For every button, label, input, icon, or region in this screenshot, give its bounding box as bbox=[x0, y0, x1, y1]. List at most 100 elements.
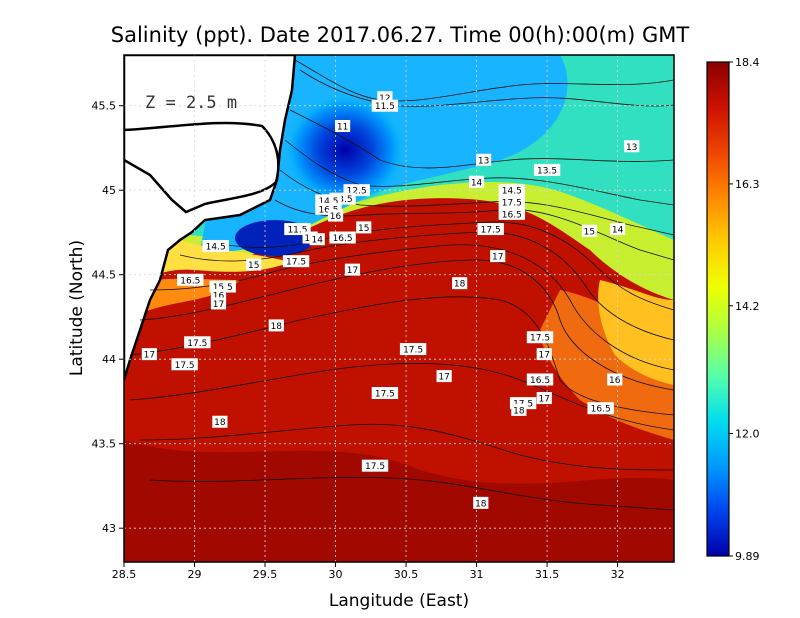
contour-label-text: 18 bbox=[214, 418, 226, 428]
contour-label-bg bbox=[334, 119, 351, 132]
contour-label: 17.5 bbox=[399, 343, 427, 356]
contour-label-text: 11 bbox=[337, 122, 348, 132]
grid-lines bbox=[124, 55, 674, 562]
contour-label: 17.5 bbox=[371, 387, 399, 400]
contour-label-text: 11.5 bbox=[375, 102, 395, 112]
y-tick-label: 44 bbox=[102, 353, 116, 366]
contour-label: 15 bbox=[581, 224, 597, 237]
contour-label: 17 bbox=[490, 250, 506, 263]
contour-label-bg bbox=[309, 233, 325, 246]
contour-label-text: 12 bbox=[379, 94, 390, 104]
contour-label-bg bbox=[581, 224, 597, 237]
contour-label: 17.5 bbox=[184, 336, 211, 349]
contour-label: 17 bbox=[436, 370, 452, 383]
contour-label: 17 bbox=[536, 392, 552, 405]
contour-label-text: 17.5 bbox=[365, 462, 385, 472]
contour-label: 18 bbox=[473, 496, 489, 509]
contour-label: 18 bbox=[452, 277, 468, 290]
contour-label-text: 18 bbox=[475, 499, 487, 509]
contour-label-text: 15 bbox=[358, 224, 369, 234]
contour-label: 16.5 bbox=[587, 402, 614, 415]
contour-label: 17.5 bbox=[361, 459, 389, 472]
contour-label-text: 17 bbox=[438, 373, 449, 383]
x-tick-label: 28.5 bbox=[112, 568, 137, 581]
plot-frame bbox=[123, 54, 675, 563]
plot-area: 1211.5111313.5131412.513.514.516.51614.5… bbox=[124, 55, 674, 562]
contour-label-bg bbox=[141, 348, 157, 361]
contour-label-bg bbox=[202, 239, 229, 252]
contour-label-bg bbox=[587, 402, 614, 415]
contour-label: 16 bbox=[607, 373, 623, 386]
contour-label-text: 17 bbox=[539, 351, 550, 361]
contour-label-text: 14 bbox=[311, 236, 323, 246]
contour-label: 17.5 bbox=[171, 358, 198, 371]
contour-label-bg bbox=[212, 415, 228, 428]
contour-label: 14.5 bbox=[202, 239, 229, 252]
contour-label-bg bbox=[498, 196, 526, 209]
contour-label: 17.5 bbox=[477, 223, 504, 236]
contour-label-text: 12.5 bbox=[347, 187, 367, 197]
y-axis-ticks: 43 43.5 44 44.5 45 45.5 bbox=[92, 100, 124, 535]
contour-label: 14 bbox=[468, 175, 485, 188]
contour-label: 14 bbox=[609, 223, 626, 236]
contour-label-bg bbox=[246, 258, 262, 271]
contour-label-bg bbox=[468, 175, 485, 188]
contour-label-text: 17.5 bbox=[187, 339, 207, 349]
contour-label: 11.5 bbox=[371, 99, 399, 112]
contour-label-text: 13.5 bbox=[537, 166, 557, 176]
contour-label-text: 17.5 bbox=[502, 199, 522, 209]
y-tick-label: 43.5 bbox=[92, 438, 117, 451]
contour-label-bg bbox=[399, 343, 427, 356]
contour-label-text: 13 bbox=[626, 143, 637, 153]
contour-label: 13 bbox=[476, 153, 492, 166]
y-axis-label: Latitude (North) bbox=[67, 240, 87, 376]
contour-label: 15 bbox=[246, 258, 262, 271]
contour-label-text: 17.5 bbox=[175, 361, 195, 371]
contour-label-text: 17 bbox=[492, 253, 503, 263]
contour-label-text: 16.5 bbox=[530, 376, 550, 386]
y-tick-label: 45.5 bbox=[92, 100, 117, 113]
contour-label-text: 14 bbox=[471, 178, 483, 188]
contour-label: 18 bbox=[212, 415, 228, 428]
x-tick-label: 31.5 bbox=[535, 568, 560, 581]
contour-label-text: 17.5 bbox=[375, 390, 395, 400]
contour-label-text: 17 bbox=[144, 351, 155, 361]
contour-label-bg bbox=[282, 255, 310, 268]
x-tick-label: 29 bbox=[188, 568, 202, 581]
contour-label-text: 17 bbox=[347, 266, 358, 276]
contour-label-bg bbox=[536, 392, 552, 405]
contour-label-text: 16 bbox=[330, 212, 342, 222]
contour-label: 17.5 bbox=[498, 196, 526, 209]
contour-label: 17.5 bbox=[526, 331, 554, 344]
contour-label: 17 bbox=[536, 348, 552, 361]
contour-label-text: 13 bbox=[478, 156, 489, 166]
contour-label: 13.5 bbox=[533, 163, 561, 176]
contour-label-text: 16.5 bbox=[180, 276, 200, 286]
contour-label-text: 16.5 bbox=[502, 210, 522, 220]
contour-label-bg bbox=[361, 459, 389, 472]
contour-label-bg bbox=[356, 221, 372, 234]
y-tick-label: 43 bbox=[102, 522, 116, 535]
contour-label-bg bbox=[171, 358, 198, 371]
x-tick-label: 32 bbox=[611, 568, 625, 581]
contour-label-text: 14.5 bbox=[318, 197, 338, 207]
contour-label-bg bbox=[477, 223, 504, 236]
contour-label-text: 17.5 bbox=[530, 334, 550, 344]
contour-label-text: 13.5 bbox=[333, 195, 353, 205]
contour-label-text: 17.5 bbox=[286, 258, 306, 268]
contour-label-text: 16.5 bbox=[333, 234, 353, 244]
y-tick-label: 44.5 bbox=[92, 269, 117, 282]
contour-label: 13 bbox=[624, 140, 640, 153]
x-axis-label: Langitude (East) bbox=[329, 591, 469, 611]
contour-label-text: 18 bbox=[454, 280, 466, 290]
colorbar-tick-label: 14.2 bbox=[735, 300, 760, 313]
contour-label-bg bbox=[490, 250, 506, 263]
contour-label-bg bbox=[371, 387, 399, 399]
contour-label: 11 bbox=[334, 119, 351, 132]
colorbar bbox=[706, 61, 730, 557]
colorbar-tick-label: 12.0 bbox=[735, 428, 760, 441]
contour-label-bg bbox=[473, 496, 489, 509]
contour-label: 18 bbox=[511, 403, 527, 416]
colorbar-tick-label: 18.4 bbox=[735, 56, 760, 69]
